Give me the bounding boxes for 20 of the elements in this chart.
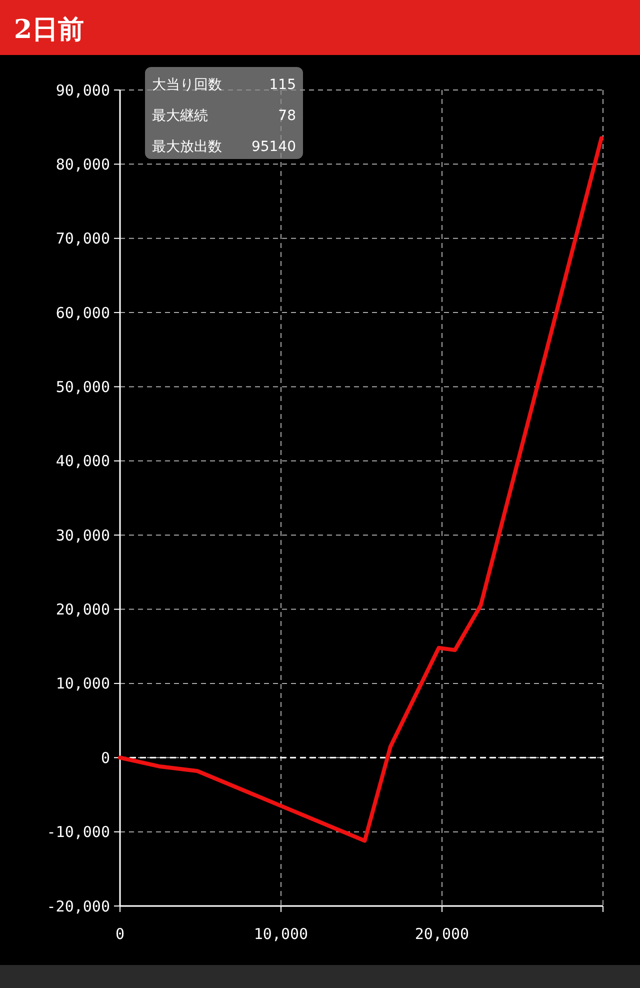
y-tick-label: 10,000 <box>56 674 110 693</box>
y-tick-label: -10,000 <box>46 823 110 842</box>
text: 大当り回数 115 <box>152 77 296 93</box>
y-tick-label: -20,000 <box>46 897 110 916</box>
x-tick-label: 0 <box>115 925 125 943</box>
y-tick-label: 30,000 <box>56 526 110 544</box>
y-tick-label: 60,000 <box>56 304 110 322</box>
y-tick-label: 70,000 <box>56 230 110 248</box>
line-series <box>118 136 604 843</box>
y-tick-label: 80,000 <box>56 155 110 174</box>
y-tick-label: 50,000 <box>56 378 110 396</box>
y-tick-label: 90,000 <box>56 81 110 100</box>
text: 最大継続 78 <box>152 108 296 124</box>
chart-title: 2日前 <box>14 15 84 45</box>
y-tick-label: 40,000 <box>56 452 110 470</box>
y-tick-label: 0 <box>100 748 110 767</box>
y-tick-label: 20,000 <box>56 600 110 619</box>
text: 最大放出数 95140 <box>152 139 296 155</box>
x-tick-label: 20,000 <box>414 925 470 943</box>
x-tick-label: 10,000 <box>254 925 308 943</box>
